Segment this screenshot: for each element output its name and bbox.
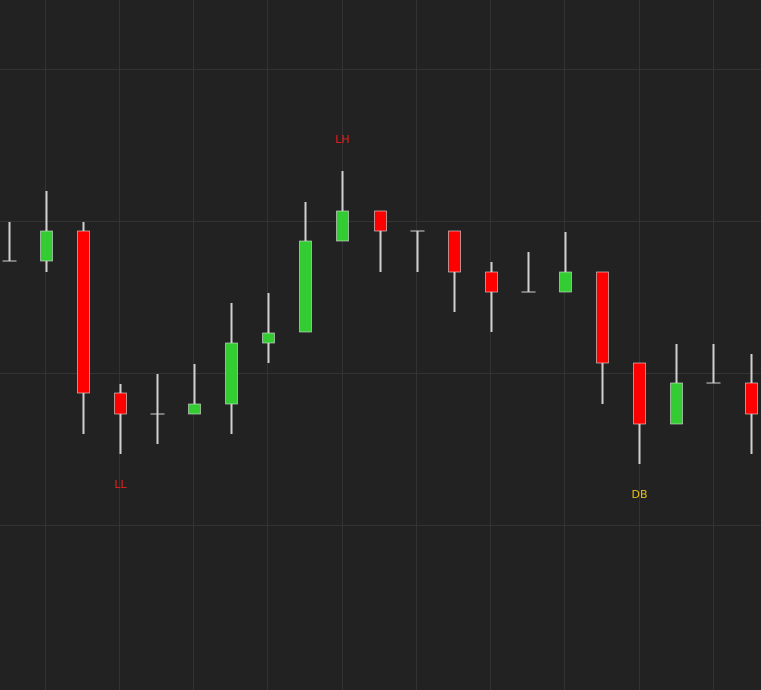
candle-body [262, 332, 275, 344]
candle-body [633, 362, 646, 425]
candle-body [745, 382, 758, 415]
candle-body [188, 403, 201, 415]
candle-body [670, 382, 683, 425]
candle-body [336, 210, 349, 242]
x-grid [45, 0, 714, 690]
candle-body [374, 210, 387, 232]
candle-body [40, 230, 53, 262]
candle-body [448, 230, 461, 273]
candle-body [225, 342, 238, 405]
candle-body [77, 230, 90, 394]
candle-body [596, 271, 609, 364]
candle-body [559, 271, 572, 293]
candle-body [485, 271, 498, 293]
candle-body [299, 240, 312, 333]
candle-body [114, 392, 127, 415]
annotation: LH [335, 133, 349, 146]
annotation: DB [631, 488, 647, 501]
annotation: LL [114, 478, 127, 491]
